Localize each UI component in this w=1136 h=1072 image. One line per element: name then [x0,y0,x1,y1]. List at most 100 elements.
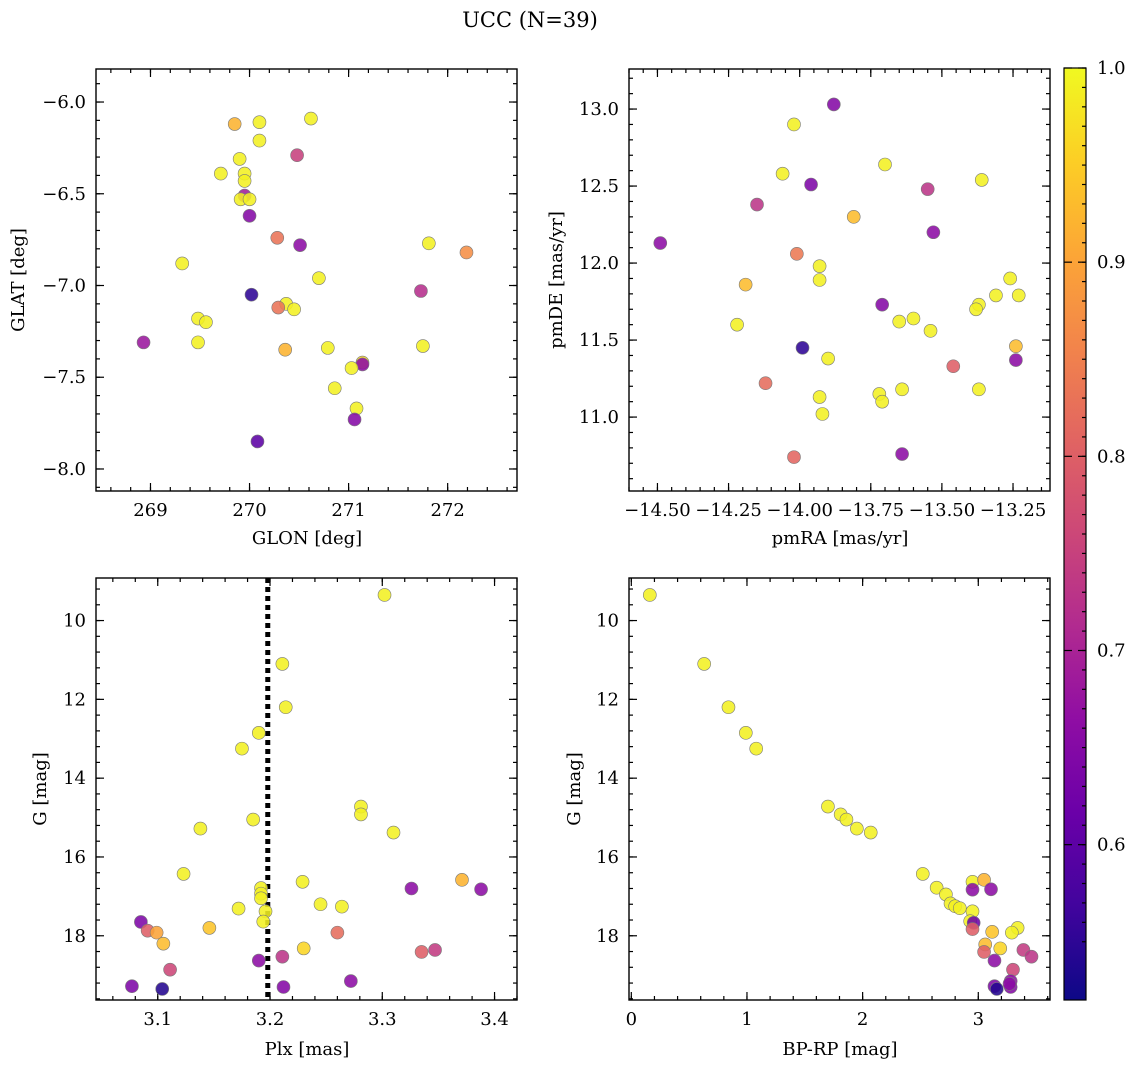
data-point [972,382,986,397]
colorbar-tick-label: 0.8 [1097,446,1126,467]
data-point [875,394,889,409]
data-point [787,117,801,132]
x-axis-label: Plx [mas] [265,1039,350,1060]
data-point [344,974,358,988]
data-point [787,450,801,464]
data-point [276,980,291,994]
y-tick-label: 16 [63,847,86,868]
x-tick-label: 0 [626,1009,637,1030]
x-tick-label: −13.25 [980,500,1047,521]
x-axis-label: BP-RP [mag] [782,1039,897,1060]
colorbar-tick-label: 0.6 [1097,835,1126,856]
colorbar-tick-label: 1.0 [1097,58,1126,79]
data-point [455,873,469,887]
data-point [293,238,307,252]
panel-plx-g: Plx [mas] G [mag] 3.1 3.2 3.3 3.4 10 12 14 16 18 [30,577,518,1060]
data-point [354,807,368,822]
data-point [237,174,252,188]
x-tick-label: 3 [973,1009,984,1030]
y-axis-label: pmDE [mas/yr] [546,211,567,349]
data-point [697,657,711,671]
data-point [1006,962,1020,977]
data-point [750,197,764,212]
y-axis-label: G [mag] [564,752,585,825]
data-point [312,271,326,285]
data-point [1005,925,1019,940]
y-tick-label: −6.0 [42,92,86,113]
data-point [155,982,170,996]
data-point [422,236,436,251]
y-tick-label: 18 [63,926,86,947]
data-point [295,874,310,889]
x-tick-label: 3.2 [256,1009,285,1030]
x-tick-label: 2 [857,1009,868,1030]
x-tick-label: −14.25 [695,500,762,521]
data-point [758,376,773,390]
data-point [993,941,1008,956]
data-point [428,943,442,957]
y-tick-label: 14 [63,768,86,789]
data-point [1011,288,1026,303]
y-axis-label: G [mag] [30,752,51,825]
data-point [863,825,878,840]
data-point [163,962,177,977]
y-tick-label: 10 [63,611,86,632]
y-tick-label: 11.0 [579,407,619,428]
data-point [227,117,242,131]
data-point [1009,353,1023,367]
data-point [231,901,246,916]
y-tick-label: 10 [596,611,619,632]
data-point [251,953,266,968]
data-point [275,949,290,964]
y-tick-label: 14 [596,768,619,789]
data-point [1009,339,1023,354]
data-point [946,359,961,374]
data-point [278,342,293,357]
panel-glon-glat: GLON [deg] GLAT [deg] 269 270 271 272 −6.0 −6… [8,68,518,549]
data-point [404,881,419,896]
data-point [235,741,249,756]
data-point [330,925,345,940]
x-tick-label: 271 [331,500,365,521]
data-point [892,314,907,329]
x-tick-label: 269 [133,500,167,521]
x-axis-label: pmRA [mas/yr] [772,528,909,549]
data-point [812,390,827,404]
data-point [414,945,429,959]
data-point [643,588,657,602]
data-point [821,799,835,814]
data-point [270,231,285,245]
x-tick-label: 3.1 [143,1009,172,1030]
data-point [929,880,944,895]
data-point [296,941,311,956]
data-point [320,341,335,355]
data-point [721,700,736,715]
data-point [149,925,164,940]
data-point [812,273,827,287]
data-point [875,297,889,312]
data-point [965,882,980,897]
y-tick-label: 12.5 [579,176,619,197]
data-point [812,259,827,273]
data-point [790,247,804,261]
y-tick-label: −6.5 [42,184,86,205]
y-tick-label: 12.0 [579,253,619,274]
data-point [977,873,991,887]
data-point [827,97,841,112]
data-point [335,899,349,914]
x-tick-label: −13.75 [837,500,904,521]
data-point [474,882,488,897]
x-tick-label: −14.50 [624,500,691,521]
data-point [923,324,938,338]
data-point [989,982,1004,996]
data-point [287,302,301,317]
data-point [377,588,392,602]
figure-title: UCC (N=39) [462,8,598,32]
data-point [244,287,259,302]
data-point [304,111,318,126]
data-point [202,921,217,935]
x-tick-label: 3.3 [368,1009,397,1030]
y-tick-label: 12 [596,689,619,710]
